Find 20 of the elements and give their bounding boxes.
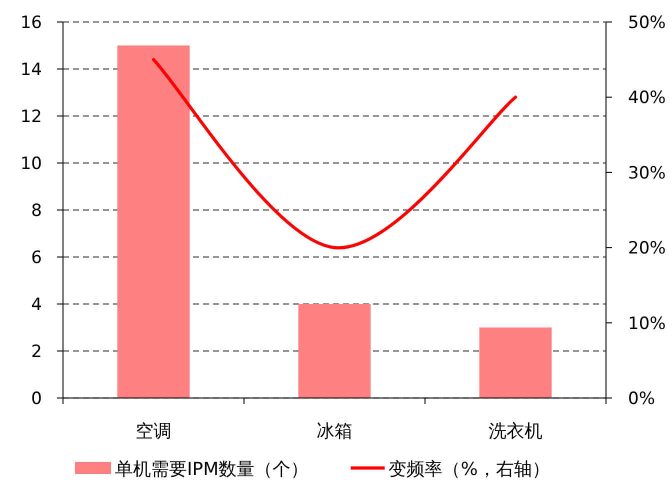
y2-tick-label: 30%: [628, 163, 666, 184]
y-tick-label: 14: [20, 60, 42, 80]
y-tick-label: 6: [31, 248, 42, 268]
y2-tick-label: 0%: [628, 389, 655, 409]
y2-tick-label: 50%: [628, 13, 666, 33]
x-tick-label: 空调: [136, 421, 172, 442]
x-tick-label: 冰箱: [316, 421, 352, 442]
legend-label: 变频率（%，右轴）: [388, 459, 550, 480]
legend-label: 单机需要IPM数量（个）: [115, 459, 309, 480]
y-tick-label: 4: [31, 295, 42, 315]
y2-tick-label: 10%: [628, 314, 666, 334]
y2-tick-label: 20%: [628, 238, 666, 259]
y2-tick-label: 40%: [628, 88, 666, 108]
x-tick-label: 洗衣机: [488, 421, 542, 442]
y-tick-label: 0: [31, 389, 42, 409]
y-tick-label: 8: [31, 201, 42, 221]
y-tick-label: 10: [20, 154, 42, 174]
y-tick-label: 12: [20, 107, 42, 127]
y-tick-label: 2: [31, 342, 42, 362]
y-tick-label: 16: [20, 13, 42, 33]
